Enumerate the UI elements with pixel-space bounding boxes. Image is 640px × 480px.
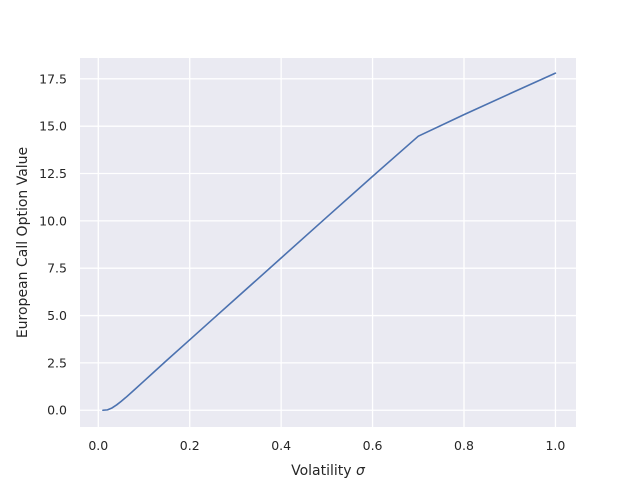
y-tick-label: 10.0 — [39, 213, 67, 228]
x-axis-label: Volatility σ — [291, 463, 366, 479]
series-line — [102, 72, 557, 412]
y-tick-label: 17.5 — [39, 71, 67, 86]
x-axis-label-text: Volatility — [291, 463, 351, 479]
plot-background — [80, 58, 576, 427]
y-tick-label: 12.5 — [39, 166, 67, 181]
y-tick-label: 2.5 — [47, 355, 67, 370]
x-axis-label-symbol: σ — [356, 463, 366, 479]
x-tick-label: 1.0 — [545, 438, 565, 453]
y-tick-labels: 0.0 2.5 5.0 7.5 10.0 12.5 15.0 17.5 — [39, 71, 67, 417]
y-gridlines — [80, 78, 576, 411]
x-tick-label: 0.4 — [271, 438, 291, 453]
series-group — [102, 72, 557, 412]
y-tick-label: 7.5 — [47, 261, 67, 276]
y-tick-label: 15.0 — [39, 119, 67, 134]
y-tick-label: 5.0 — [47, 308, 67, 323]
y-axis-label: European Call Option Value — [15, 147, 31, 338]
x-tick-label: 0.2 — [180, 438, 200, 453]
x-tick-label: 0.0 — [88, 438, 108, 453]
x-tick-labels: 0.0 0.2 0.4 0.6 0.8 1.0 — [88, 438, 565, 453]
x-gridlines — [97, 58, 557, 427]
x-tick-label: 0.8 — [454, 438, 474, 453]
y-tick-label: 0.0 — [47, 403, 67, 418]
x-tick-label: 0.6 — [363, 438, 383, 453]
